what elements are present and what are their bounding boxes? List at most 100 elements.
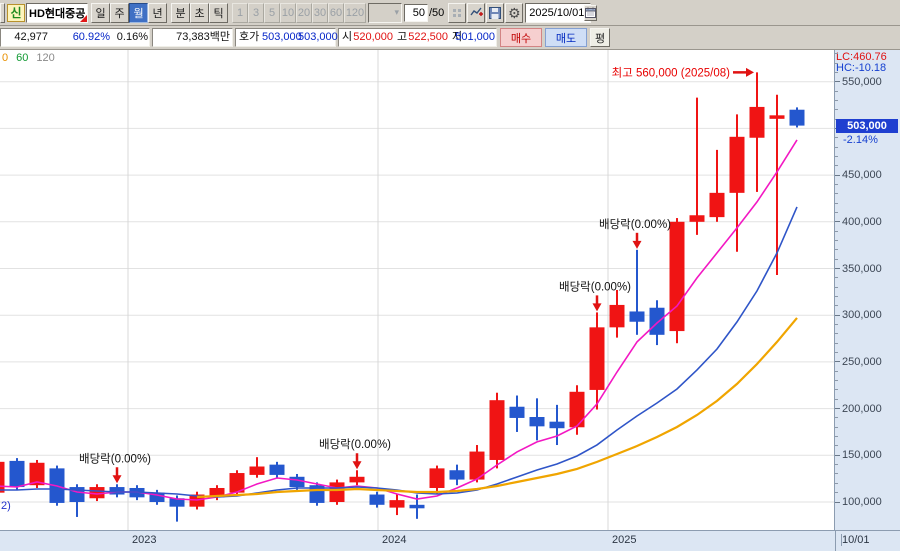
axis-minor-tick (835, 249, 838, 251)
gridlines (0, 50, 834, 530)
axis-minor-tick (835, 473, 838, 475)
chart-plot-area[interactable]: 배당락(0.00%) 배당락(0.00%) 배당락(0.00%) 배당락(0.00%)… (0, 50, 835, 530)
axis-tick (835, 314, 840, 316)
axis-minor-tick (835, 417, 838, 419)
period-button-년[interactable]: 년 (148, 2, 167, 23)
calendar-icon[interactable] (584, 4, 598, 21)
axis-minor-tick (835, 155, 838, 157)
axis-minor-tick (835, 324, 838, 326)
candle-2025/09 (769, 94, 785, 276)
interval-button-120[interactable]: 120 (344, 2, 366, 23)
peak-annotation: 최고 560,000 (2025/08) (612, 66, 731, 79)
axis-tick (835, 361, 840, 363)
high-value: 522,500 (408, 31, 448, 43)
tick-button-초[interactable]: 초 (190, 2, 209, 23)
indicator-dots-icon[interactable] (448, 2, 467, 23)
axis-minor-tick (835, 109, 838, 111)
axis-minor-tick (835, 380, 838, 382)
axis-minor-tick (835, 464, 838, 466)
time-axis[interactable]: 2023 2024 2025 10/01 (0, 530, 900, 551)
tick-button-틱[interactable]: 틱 (209, 2, 228, 23)
add-trendline-icon[interactable] (467, 2, 486, 23)
interval-button-1[interactable]: 1 (232, 2, 248, 23)
interval-button-3[interactable]: 3 (248, 2, 264, 23)
amount-cell (152, 28, 233, 47)
axis-minor-tick (835, 342, 838, 344)
axis-minor-tick (835, 211, 838, 213)
interval-button-60[interactable]: 60 (328, 2, 344, 23)
settings-gear-icon[interactable]: ⚙ (505, 2, 524, 23)
axis-minor-tick (835, 389, 838, 391)
candle-count-suffix: /50 (429, 6, 445, 19)
price-tick-label: 350,000 (842, 262, 882, 275)
ma-line-MA20 (196, 317, 798, 499)
axis-minor-tick (835, 296, 838, 298)
candle-2024/02 (389, 494, 405, 516)
candle-2025/04 (669, 218, 685, 344)
period-button-주[interactable]: 주 (110, 2, 129, 23)
price-tick-label: 550,000 (842, 75, 882, 88)
buy-button[interactable]: 매수 (500, 28, 542, 47)
stock-field-corner-badge (80, 14, 87, 22)
open-value: 520,000 (353, 31, 393, 43)
axis-minor-tick (835, 445, 838, 447)
interval-button-5[interactable]: 5 (264, 2, 280, 23)
candle-2023/12 (349, 470, 365, 486)
interval-button-30[interactable]: 30 (312, 2, 328, 23)
axis-minor-tick (835, 482, 838, 484)
interval-dropdown[interactable]: ▾ (368, 2, 402, 23)
chart-left-note: 2) (1, 500, 11, 512)
current-change-percent: -2.14% (843, 133, 878, 146)
date-field[interactable]: 2025/10/01 (525, 2, 598, 23)
high-label: 고 (397, 31, 408, 43)
current-price-marker: 503,000 (836, 118, 898, 133)
axis-minor-tick (835, 258, 838, 260)
interval-button-10[interactable]: 10 (280, 2, 296, 23)
candlestick-chart: 배당락(0.00%) 배당락(0.00%) 배당락(0.00%) 배당락(0.00%)… (0, 50, 834, 530)
candle-count-input[interactable] (404, 3, 428, 22)
toolbar-edge-fragment[interactable] (0, 2, 5, 23)
tick-button-분[interactable]: 분 (171, 2, 190, 23)
candle-2025/06 (709, 149, 725, 222)
axis-minor-tick (835, 352, 838, 354)
ma-legend-item: 60 (16, 52, 29, 64)
avg-button[interactable]: 평 (590, 28, 610, 47)
period-button-월[interactable]: 월 (129, 2, 148, 23)
axis-tick (835, 454, 840, 456)
period-button-일[interactable]: 일 (91, 2, 110, 23)
candle-2024/05 (449, 464, 465, 486)
axis-tick (835, 268, 840, 269)
axis-minor-tick (835, 183, 838, 185)
candle-2023/03 (169, 495, 185, 522)
axis-minor-tick (835, 53, 838, 55)
candle-2022/07 (9, 458, 25, 490)
candle-2024/08 (509, 395, 525, 432)
candle-2025/08 (749, 72, 765, 192)
price-tick-label: 250,000 (842, 355, 882, 368)
chevron-down-icon: ▾ (394, 7, 399, 17)
axis-tick (835, 408, 840, 410)
candle-2025/10 (789, 107, 805, 128)
axis-minor-tick (835, 305, 838, 307)
stock-name-field[interactable]: HD현대중공 (26, 2, 88, 23)
candle-2024/01 (369, 491, 385, 508)
hc-label: HC:-10.18 (836, 62, 887, 74)
candle-2024/07 (489, 392, 505, 469)
candle-2023/10 (309, 482, 325, 506)
price-axis[interactable]: LC:460.76 HC:-10.18 550,000500,000450,00… (835, 50, 900, 530)
axis-minor-tick (835, 370, 838, 372)
axis-minor-tick (835, 137, 838, 139)
candle-2025/07 (729, 114, 745, 252)
year-label-2025: 2025 (612, 534, 637, 546)
save-icon[interactable] (486, 2, 505, 23)
hoga-label: 호가 (239, 31, 260, 43)
axis-minor-tick (835, 436, 838, 438)
sell-button[interactable]: 매도 (545, 28, 587, 47)
candle-2022/11 (89, 484, 105, 502)
price-tick-label: 400,000 (842, 215, 882, 228)
interval-button-20[interactable]: 20 (296, 2, 312, 23)
ma-legend: 0 60 120 (2, 52, 55, 64)
